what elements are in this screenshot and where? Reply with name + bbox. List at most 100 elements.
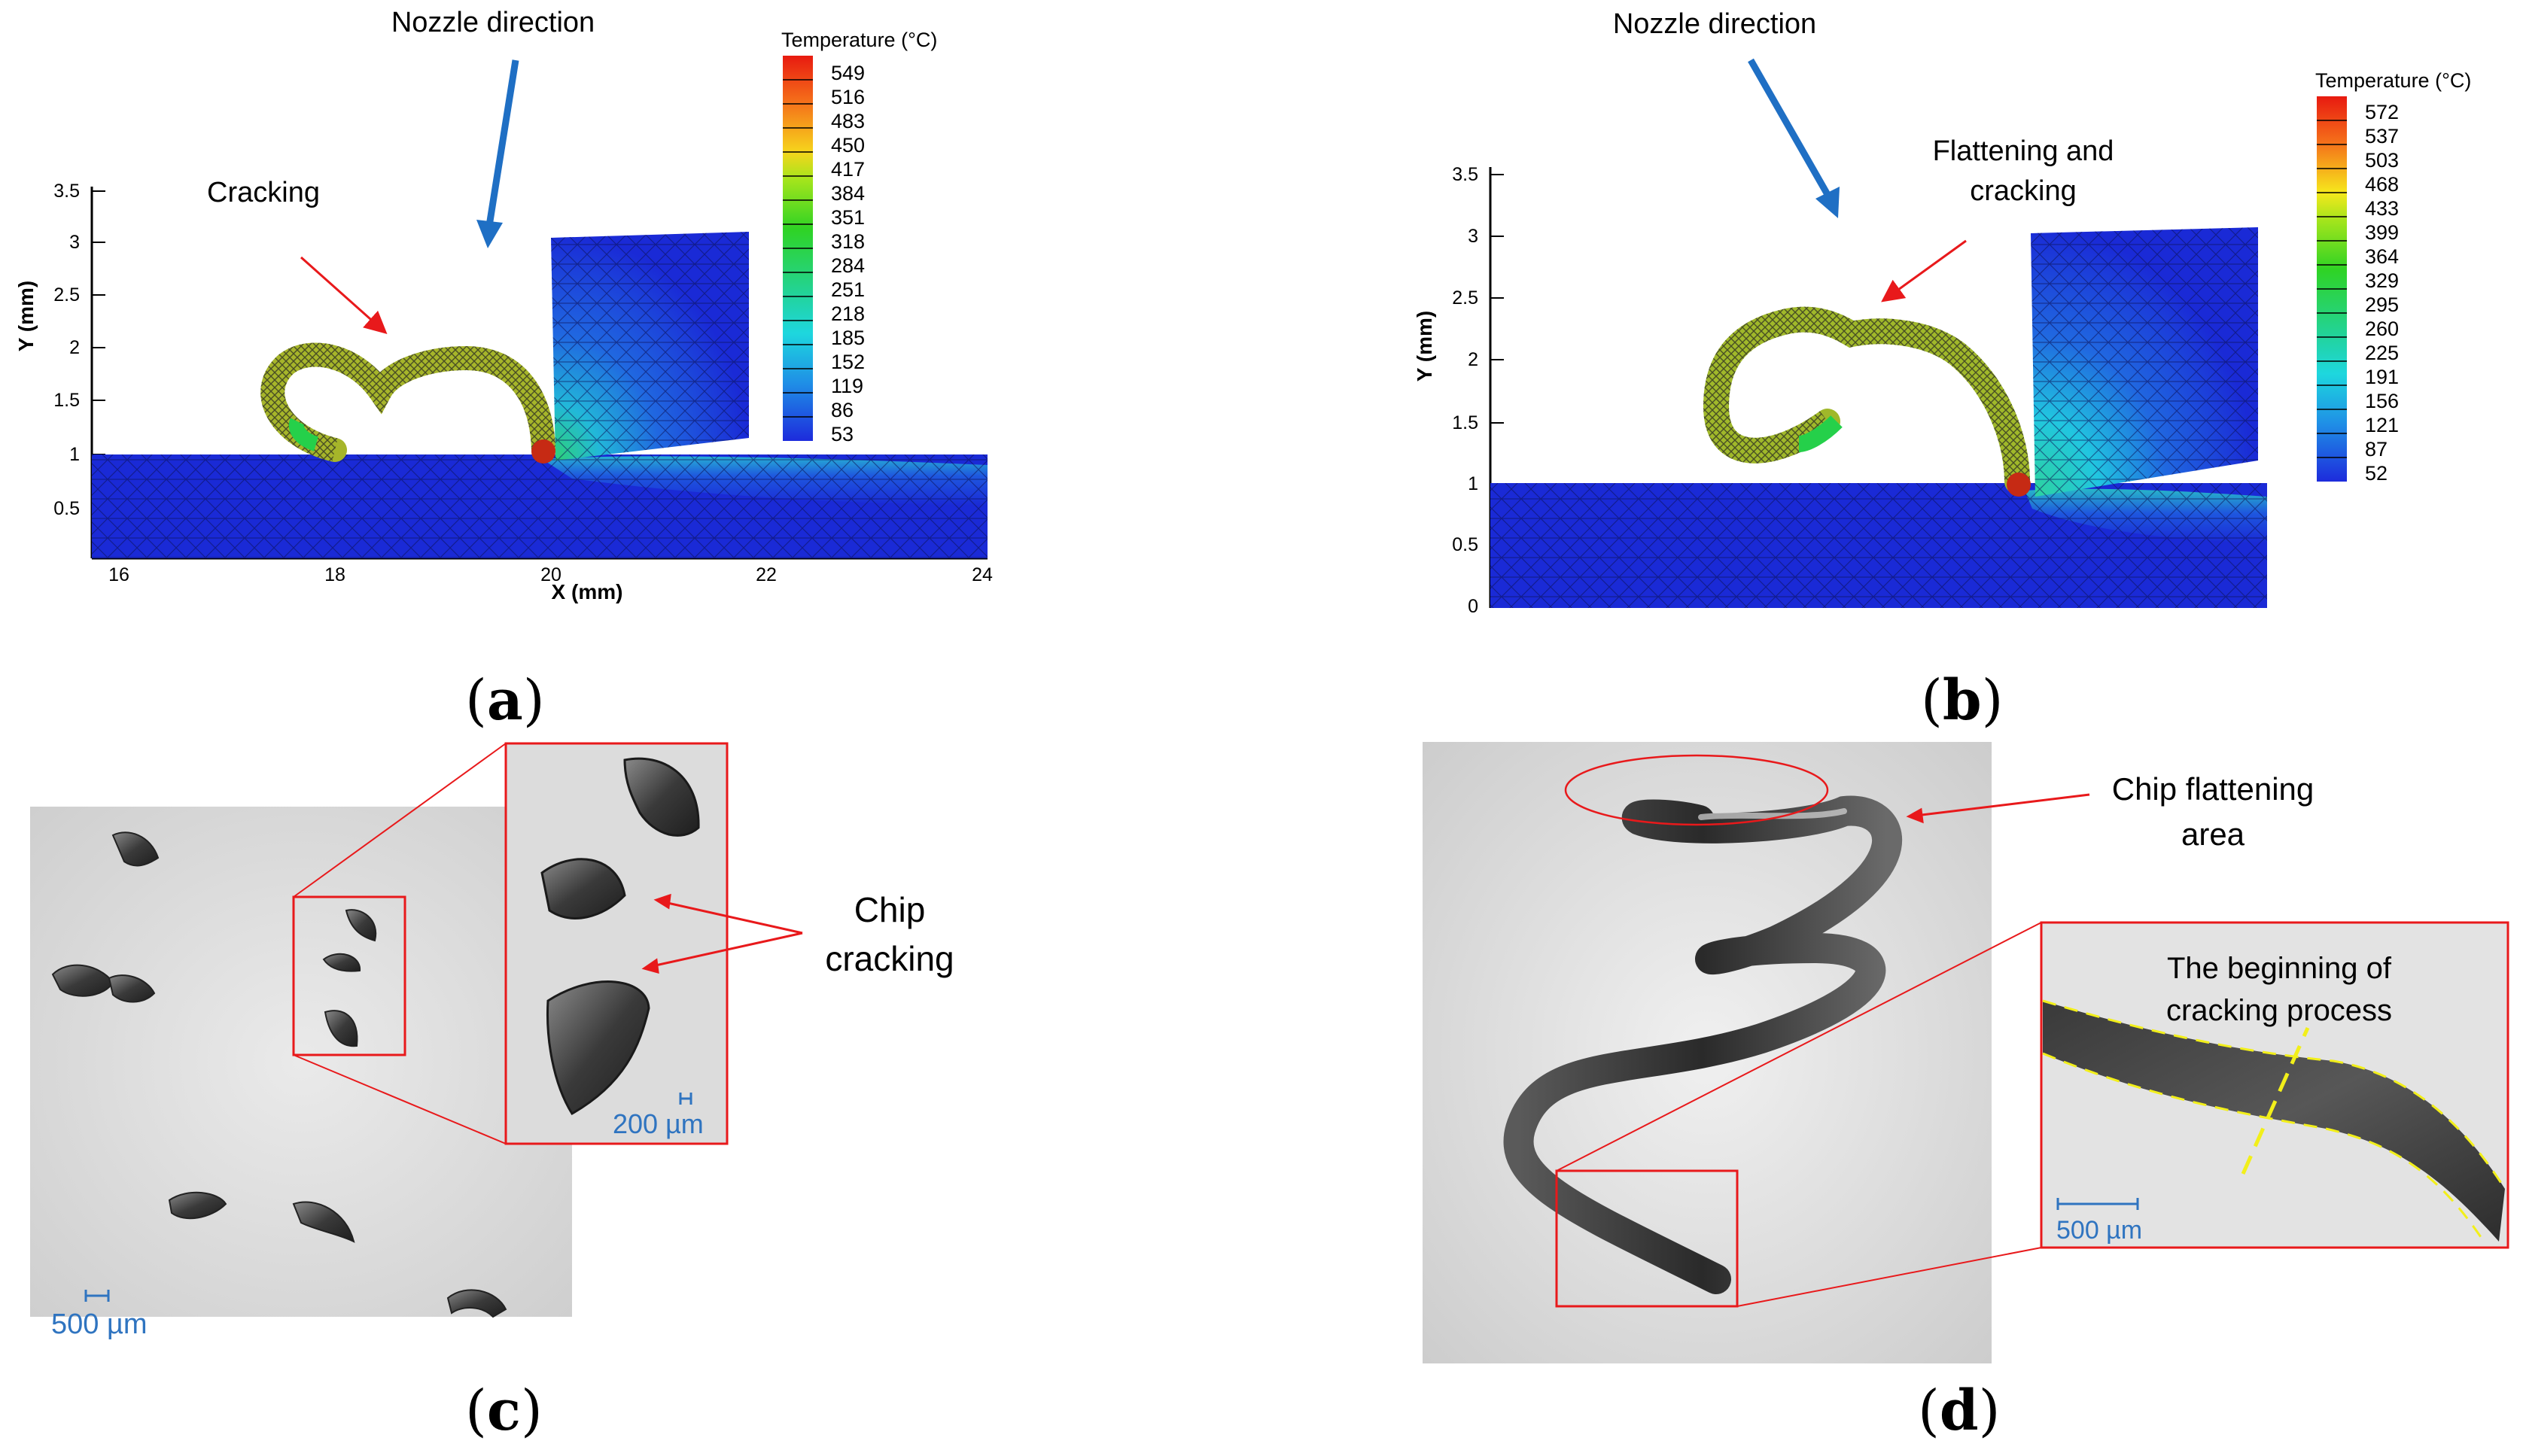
spiral-chip	[1503, 795, 1903, 1294]
chip-cracking-arrows	[641, 893, 803, 974]
colorbar-value: 86	[831, 399, 854, 421]
x-tick: 20	[540, 564, 562, 585]
colorbar-value: 433	[2365, 197, 2399, 220]
y-tick: 3.5	[53, 181, 80, 202]
y-axis-label: Y (mm)	[14, 281, 38, 351]
colorbar-value: 52	[2365, 462, 2388, 485]
y-tick: 3	[69, 232, 80, 253]
colorbar-value: 468	[2365, 173, 2399, 196]
panel-b-nozzle-arrow	[1748, 58, 1840, 218]
colorbar-value: 295	[2365, 293, 2399, 316]
y-tick: 1	[1468, 473, 1478, 494]
inset-chip-band	[2043, 1001, 2505, 1242]
colorbar-value: 260	[2365, 318, 2399, 340]
inset-dashed-top	[2042, 999, 2506, 1190]
y-tick: 2	[1468, 349, 1478, 370]
colorbar-value: 503	[2365, 149, 2399, 172]
scale-bar-inset	[2056, 1198, 2139, 1210]
colorbar-values: 572 537 503 468 433 399 364 329 295 260 …	[2365, 101, 2399, 485]
panel-b-tool	[2031, 227, 2258, 497]
y-tick: 1.5	[53, 390, 80, 411]
colorbar-value: 318	[831, 230, 865, 253]
x-tick: 18	[324, 564, 345, 585]
colorbar-value: 516	[831, 86, 865, 108]
flattening-area-ellipse	[1564, 754, 1829, 826]
colorbar-value: 87	[2365, 438, 2388, 461]
colorbar-value: 351	[831, 206, 865, 229]
colorbar-value: 329	[2365, 269, 2399, 292]
cracking-callout: Cracking	[207, 177, 320, 208]
flattening-callout-line2: cracking	[1970, 175, 2077, 207]
panel-a-tool	[551, 232, 749, 461]
micrograph-background	[30, 807, 572, 1317]
colorbar-value: 384	[831, 182, 865, 205]
scale-label-inset: 500 µm	[2056, 1216, 2142, 1245]
colorbar-value: 191	[2365, 366, 2399, 388]
colorbar-divisions	[2317, 120, 2347, 458]
crack-begin-line2: cracking process	[2166, 994, 2392, 1027]
colorbar-value: 549	[831, 62, 865, 84]
y-axis-label: Y (mm)	[1413, 311, 1436, 381]
y-tick: 0	[1468, 596, 1478, 617]
zoom-region-box	[1555, 1169, 1739, 1308]
panel-label-d: (d)	[1918, 1378, 2001, 1443]
inset-frame	[2040, 921, 2509, 1249]
colorbar-value: 156	[2365, 390, 2399, 412]
crack-start-line	[2241, 1026, 2310, 1175]
panel-label-a: (a)	[465, 668, 545, 733]
x-axis-label: X (mm)	[552, 580, 623, 603]
panel-a-x-ticks: 16 18 20 22 24	[108, 564, 993, 585]
colorbar-divisions	[783, 79, 813, 418]
inset-frame	[504, 742, 729, 1145]
colorbar-value: 537	[2365, 125, 2399, 147]
colorbar-value: 284	[831, 254, 865, 277]
y-tick: 0.5	[1452, 534, 1478, 555]
colorbar-value: 450	[831, 134, 865, 157]
cracking-arrow	[300, 256, 388, 334]
flattening-callout-line1: Flattening and	[1933, 135, 2114, 167]
panel-b-y-ticks: 3.5 3 2.5 2 1.5 1 0.5 0	[1452, 164, 1478, 617]
colorbar-value: 119	[831, 375, 863, 397]
panel-label-b: (b)	[1921, 668, 2004, 733]
y-tick: 3	[1468, 226, 1478, 247]
y-tick: 2.5	[53, 284, 80, 305]
panel-c-photo: Chip cracking 500 µm 200 µm	[30, 742, 954, 1340]
colorbar-value: 53	[831, 423, 854, 445]
x-tick: 24	[972, 564, 993, 585]
chip-flattening-line1: Chip flattening	[2112, 771, 2315, 807]
chip-cracking-line1: Chip	[854, 890, 926, 929]
panel-label-c: (c)	[465, 1378, 543, 1443]
nozzle-direction-label: Nozzle direction	[391, 7, 595, 38]
panel-b-simulation: 3.5 3 2.5 2 1.5 1 0.5 0 Y (mm) Nozzle di…	[1413, 8, 2471, 617]
colorbar-value: 483	[831, 110, 865, 132]
y-tick: 1.5	[1452, 412, 1478, 433]
panel-a-y-ticks: 3.5 3 2.5 2 1.5 1 0.5	[53, 181, 80, 519]
panel-a-nozzle-arrow	[476, 59, 519, 248]
colorbar-value: 218	[831, 302, 865, 325]
x-tick: 22	[756, 564, 777, 585]
inset-chips	[540, 757, 700, 1116]
y-tick: 1	[69, 444, 80, 465]
chip-cracking-line2: cracking	[825, 939, 954, 978]
flattening-arrow	[1906, 793, 2090, 824]
colorbar-value: 399	[2365, 221, 2399, 244]
inset-dashed-bottom	[2042, 1052, 2485, 1242]
colorbar-value: 364	[2365, 245, 2399, 268]
panel-b-workpiece	[1490, 483, 2267, 608]
y-tick: 2.5	[1452, 287, 1478, 309]
colorbar-value: 572	[2365, 101, 2399, 123]
chip-fragments	[51, 831, 507, 1318]
colorbar-title: Temperature (°C)	[781, 29, 937, 51]
colorbar-value: 185	[831, 327, 865, 349]
panel-a-workpiece	[92, 454, 988, 558]
colorbar-value: 225	[2365, 342, 2399, 364]
nozzle-direction-label: Nozzle direction	[1613, 8, 1816, 40]
panel-b-chip	[1703, 306, 2031, 497]
panel-a-chip	[260, 342, 555, 464]
y-tick: 0.5	[53, 498, 80, 519]
colorbar-value: 251	[831, 278, 865, 301]
flattening-arrow	[1881, 239, 1967, 302]
y-tick: 2	[69, 337, 80, 358]
zoom-region-box	[292, 895, 406, 1056]
scale-label-inset: 200 µm	[613, 1108, 704, 1139]
